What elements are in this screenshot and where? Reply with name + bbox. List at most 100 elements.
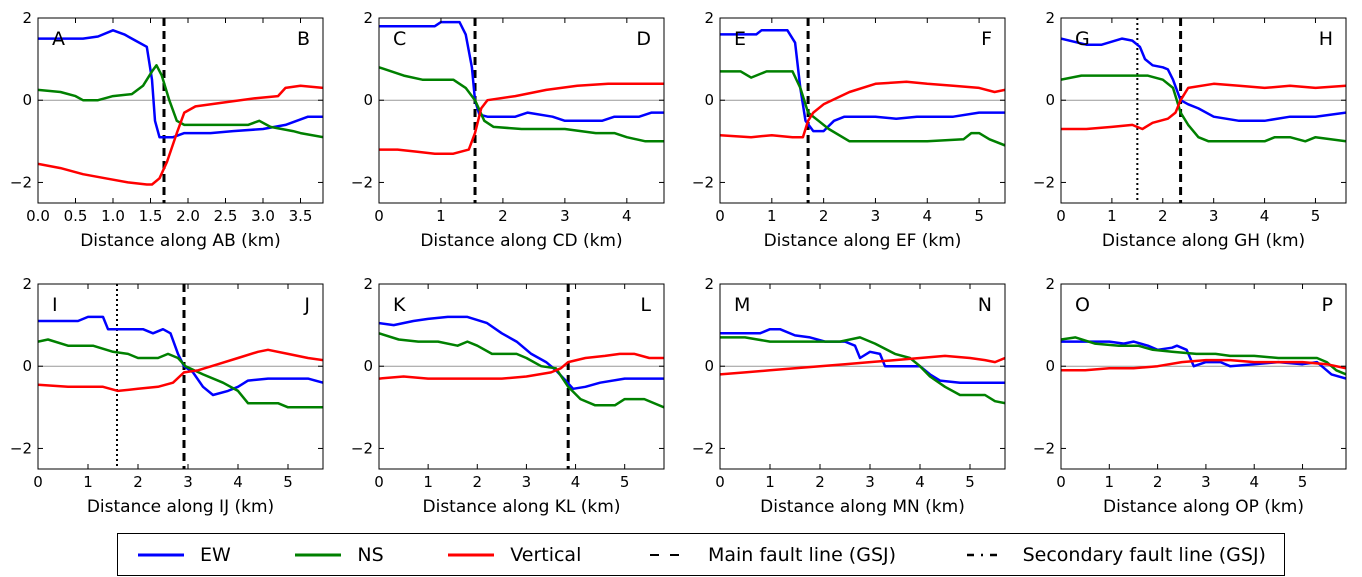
series-ew-line	[38, 315, 323, 397]
legend-item-vertical: Vertical	[446, 544, 581, 566]
y-tick-label: 0	[363, 91, 373, 109]
x-tick-label: 3	[522, 473, 532, 491]
x-tick-label: 1	[423, 473, 433, 491]
legend-item-secondary-fault: Secondary fault line (GSJ)	[959, 544, 1266, 566]
y-tick-label: −2	[10, 439, 32, 457]
x-tick-label: 2	[819, 207, 829, 225]
x-tick-label: 2.0	[176, 207, 200, 225]
end-point-label: D	[636, 28, 651, 50]
x-tick-label: 0	[715, 207, 725, 225]
x-tick-label: 3.0	[251, 207, 275, 225]
series-ns-line	[1061, 74, 1346, 143]
x-tick-label: 2	[473, 473, 483, 491]
start-point-label: O	[1075, 294, 1090, 316]
start-point-label: C	[393, 28, 406, 50]
plot-frame	[719, 283, 1006, 470]
series-vertical-line	[379, 82, 664, 155]
legend-item-ns: NS	[293, 543, 384, 566]
legend-item-main-fault: Main fault line (GSJ)	[644, 544, 896, 566]
plot-frame	[378, 17, 665, 204]
x-tick-label: 3	[871, 207, 881, 225]
legend-swatch-vertical	[448, 553, 495, 556]
series-vertical-line	[379, 352, 664, 380]
series-ew-line	[1061, 340, 1346, 380]
series-ew-line	[379, 20, 664, 123]
x-tick-label: 4	[233, 473, 243, 491]
legend-swatch-secondary-fault	[966, 553, 1003, 556]
x-tick-label: 1	[1105, 473, 1115, 491]
plot-frame	[719, 17, 1006, 204]
legend-label-secondary-fault: Secondary fault line (GSJ)	[1022, 543, 1266, 566]
y-tick-label: 2	[363, 9, 373, 27]
x-tick-label: 4	[571, 473, 581, 491]
y-tick-label: 2	[704, 9, 714, 27]
y-tick-label: 2	[1045, 9, 1055, 27]
x-tick-label: 1.0	[101, 207, 125, 225]
legend-swatch-ns	[295, 553, 342, 556]
series-ns-line	[379, 66, 664, 143]
series-ns-line	[720, 70, 1005, 147]
x-axis-label: Distance along IJ (km)	[87, 497, 274, 517]
x-tick-label: 2	[498, 207, 508, 225]
x-tick-label: 3	[1209, 207, 1219, 225]
x-tick-label: 4	[922, 207, 932, 225]
x-tick-label: 5	[283, 473, 293, 491]
x-axis-label: Distance along MN (km)	[760, 497, 965, 517]
plot-frame	[1060, 283, 1347, 470]
x-tick-label: 3	[560, 207, 570, 225]
series-vertical-line	[720, 354, 1005, 376]
x-tick-label: 0.0	[26, 207, 50, 225]
legend-label-main-fault: Main fault line (GSJ)	[707, 543, 897, 566]
x-tick-label: 4	[915, 473, 925, 491]
series-ew-line	[379, 315, 664, 391]
end-point-label: N	[978, 294, 992, 316]
y-tick-label: 0	[704, 91, 714, 109]
y-tick-label: 2	[1045, 275, 1055, 293]
x-tick-label: 2	[1153, 473, 1163, 491]
y-tick-label: 0	[1045, 357, 1055, 375]
legend-label-vertical: Vertical	[510, 543, 582, 566]
x-axis-label: Distance along AB (km)	[80, 231, 281, 251]
y-tick-label: −2	[351, 173, 373, 191]
x-tick-label: 1	[765, 473, 775, 491]
end-point-label: J	[303, 294, 310, 316]
series-ns-line	[38, 64, 323, 139]
end-point-label: H	[1319, 28, 1333, 50]
legend-label-ns: NS	[357, 543, 384, 566]
start-point-label: M	[734, 294, 750, 316]
series-ns-line	[720, 336, 1005, 405]
start-point-label: G	[1075, 28, 1090, 50]
x-axis-label: Distance along KL (km)	[423, 497, 621, 517]
x-tick-label: 0	[374, 473, 384, 491]
y-tick-label: 2	[363, 275, 373, 293]
x-tick-label: 4	[1249, 473, 1259, 491]
x-tick-label: 3	[1201, 473, 1211, 491]
series-ew-line	[1061, 37, 1346, 123]
series-vertical-line	[38, 84, 323, 186]
y-tick-label: 0	[1045, 91, 1055, 109]
series-vertical-line	[720, 80, 1005, 139]
plot-frame	[37, 283, 324, 470]
x-tick-label: 2	[815, 473, 825, 491]
x-tick-label: 0	[1056, 473, 1066, 491]
end-point-label: B	[297, 28, 310, 50]
x-tick-label: 2	[1158, 207, 1168, 225]
series-vertical-line	[1061, 358, 1346, 372]
x-tick-label: 5	[1298, 473, 1308, 491]
y-tick-label: −2	[1033, 439, 1055, 457]
y-tick-label: −2	[351, 439, 373, 457]
x-axis-label: Distance along EF (km)	[764, 231, 962, 251]
start-point-label: I	[52, 294, 58, 316]
chart-panel-ab: 0.0 0.5 1.0 1.5 2.0 2.5 3.0 3.5 −2 0 2 Distance alo…	[10, 9, 324, 251]
start-point-label: K	[393, 294, 406, 316]
y-tick-label: 2	[22, 9, 32, 27]
x-tick-label: 5	[1311, 207, 1321, 225]
end-point-label: L	[640, 294, 651, 316]
x-tick-label: 3	[183, 473, 193, 491]
x-tick-label: 0	[715, 473, 725, 491]
